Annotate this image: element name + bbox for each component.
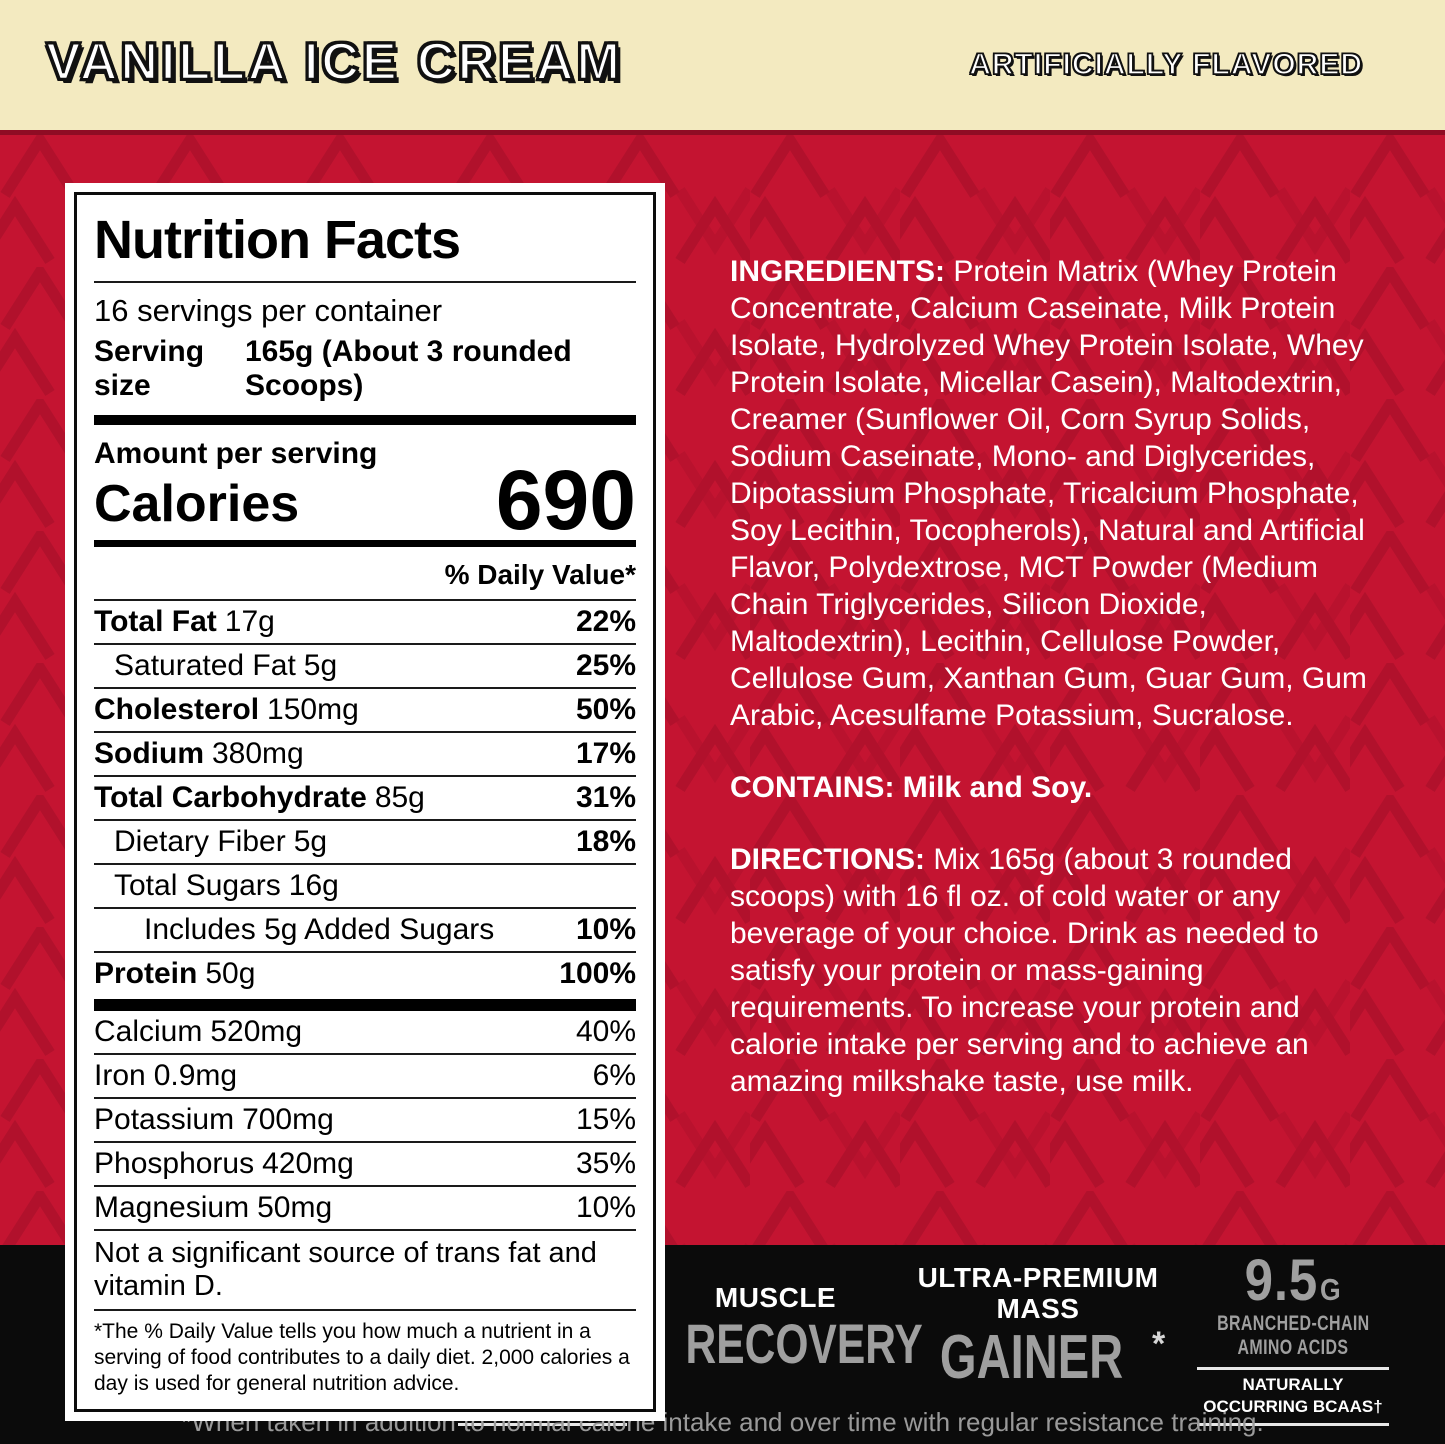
nutrient-row-total-sugars: Total Sugars 16g bbox=[94, 865, 636, 910]
calories-label: Calories bbox=[94, 475, 300, 534]
nutrient-row-saturated-fat: Saturated Fat 5g 25% bbox=[94, 645, 636, 690]
ingredients-label: INGREDIENTS: bbox=[730, 255, 946, 288]
ingredients-paragraph: INGREDIENTS: Protein Matrix (Whey Protei… bbox=[730, 253, 1382, 734]
medium-divider bbox=[94, 540, 636, 548]
nutrient-row-total-carbohydrate: Total Carbohydrate 85g 31% bbox=[94, 777, 636, 822]
contains-label: CONTAINS: bbox=[730, 771, 895, 804]
artificially-flavored-label: ARTIFICIALLY FLAVORED bbox=[968, 47, 1363, 82]
directions-text: Mix 165g (about 3 rounded scoops) with 1… bbox=[730, 843, 1319, 1098]
daily-value-footnote: *The % Daily Value tells you how much a … bbox=[94, 1320, 630, 1396]
calories-row: Calories 690 bbox=[94, 453, 636, 547]
amount-per-serving-label: Amount per serving bbox=[94, 437, 378, 470]
mineral-row-calcium: Calcium 520mg 40% bbox=[94, 1011, 636, 1056]
nutrient-row-cholesterol: Cholesterol 150mg 50% bbox=[94, 689, 636, 734]
nutrition-facts-panel: Nutrition Facts 16 servings per containe… bbox=[65, 183, 665, 1422]
mineral-row-magnesium: Magnesium 50mg 10% bbox=[94, 1187, 636, 1232]
thick-divider bbox=[94, 999, 636, 1012]
info-column: INGREDIENTS: Protein Matrix (Whey Protei… bbox=[730, 253, 1382, 1135]
gram-unit: G bbox=[1319, 1274, 1342, 1307]
ingredients-text: Protein Matrix (Whey Protein Concentrate… bbox=[730, 255, 1367, 732]
calories-value: 690 bbox=[495, 453, 636, 547]
nutrition-facts-title: Nutrition Facts bbox=[94, 205, 636, 283]
daily-value-header: % Daily Value* bbox=[94, 549, 636, 602]
thick-divider bbox=[94, 415, 636, 425]
nutrient-row-protein: Protein 50g 100% bbox=[94, 957, 636, 991]
servings-per-container: 16 servings per container bbox=[94, 293, 443, 328]
serving-size-value: 165g (About 3 rounded Scoops) bbox=[245, 335, 572, 402]
mineral-row-phosphorus: Phosphorus 420mg 35% bbox=[94, 1143, 636, 1188]
flavor-banner: VANILLA ICE CREAM ARTIFICIALLY FLAVORED bbox=[0, 0, 1445, 130]
nutrition-facts-inner: Nutrition Facts 16 servings per containe… bbox=[74, 192, 656, 1413]
serving-size-label: Serving size bbox=[94, 335, 205, 402]
nutrient-row-dietary-fiber: Dietary Fiber 5g 18% bbox=[94, 821, 636, 866]
nutrient-row-total-fat: Total Fat 17g 22% bbox=[94, 601, 636, 646]
contains-text: Milk and Soy. bbox=[894, 771, 1093, 804]
directions-label: DIRECTIONS: bbox=[730, 843, 925, 876]
contains-line: CONTAINS: Milk and Soy. bbox=[730, 769, 1382, 806]
nutrient-row-sodium: Sodium 380mg 17% bbox=[94, 733, 636, 778]
serving-size-row: Serving size 165g (About 3 rounded Scoop… bbox=[94, 331, 636, 413]
flavor-title: VANILLA ICE CREAM bbox=[45, 32, 623, 93]
stat-muscle-recovery: MUSCLE RECOVERY bbox=[685, 1282, 923, 1375]
not-significant-note: Not a significant source of trans fat an… bbox=[94, 1231, 636, 1312]
stat-mass-gainer: ULTRA-PREMIUM MASS GAINER * bbox=[917, 1262, 1166, 1392]
red-section: Nutrition Facts 16 servings per containe… bbox=[0, 130, 1445, 1422]
mineral-row-iron: Iron 0.9mg 6% bbox=[94, 1055, 636, 1100]
stat-bcaa: 9.5G BRANCHED-CHAIN AMINO ACIDS NATURALL… bbox=[1178, 1252, 1408, 1426]
mineral-row-potassium: Potassium 700mg 15% bbox=[94, 1099, 636, 1144]
nutrient-row-added-sugars: Includes 5g Added Sugars 10% bbox=[94, 909, 636, 954]
naturally-occurring-bcaas: NATURALLY OCCURRING BCAAS† bbox=[1197, 1367, 1389, 1426]
directions-paragraph: DIRECTIONS: Mix 165g (about 3 rounded sc… bbox=[730, 841, 1382, 1100]
gainer-asterisk: * bbox=[1151, 1324, 1166, 1363]
